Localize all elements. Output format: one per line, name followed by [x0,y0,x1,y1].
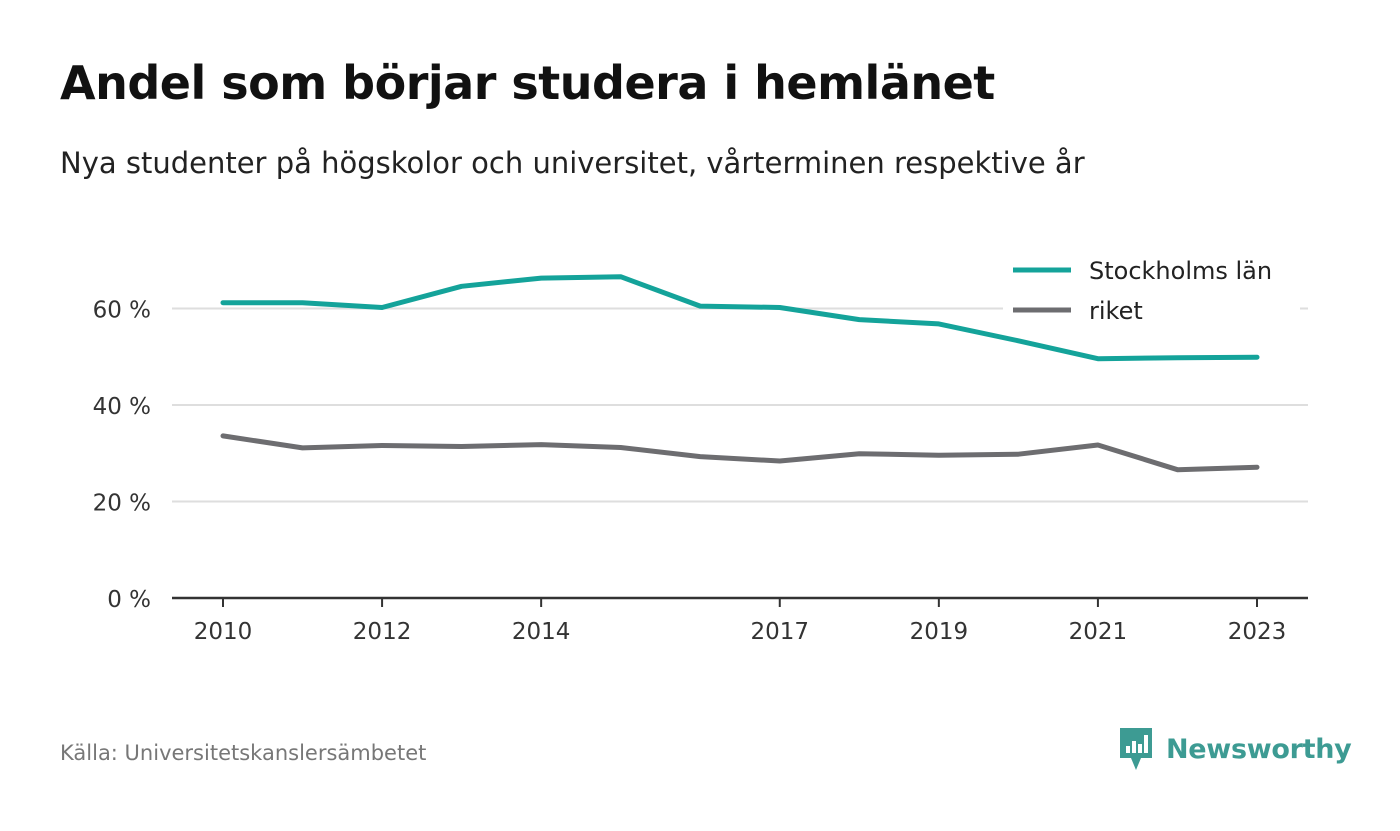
series-lines [220,274,1260,473]
x-axis: 2010 2012 2014 2017 2019 2021 2023 [172,596,1308,645]
y-tick-label: 60 % [93,298,151,324]
y-tick-label: 0 % [107,587,151,613]
chart-subtitle: Nya studenter på högskolor och universit… [60,146,1085,180]
series-line-riket [220,433,1260,473]
newsworthy-logo-icon [1120,728,1152,770]
chart-title: Andel som börjar studera i hemlänet [60,56,995,110]
legend-label: Stockholms län [1089,257,1272,285]
x-tick-label: 2014 [512,619,571,645]
x-tick-label: 2021 [1069,619,1128,645]
newsworthy-logo: Newsworthy [1118,726,1352,772]
source-note: Källa: Universitetskanslersämbetet [60,741,427,765]
gridlines [172,307,1308,503]
series-line-stockholms-lan [220,274,1260,362]
y-tick-label: 40 % [93,394,151,420]
y-axis-tick-labels: 0 % 20 % 40 % 60 % [93,298,151,614]
x-tick-label: 2010 [194,619,253,645]
y-tick-label: 20 % [93,491,151,517]
legend: Stockholms län riket [1003,250,1300,332]
brand-name: Newsworthy [1166,733,1352,765]
x-tick-label: 2012 [353,619,412,645]
x-tick-label: 2017 [750,619,809,645]
x-tick-label: 2023 [1228,619,1287,645]
legend-background [1003,250,1300,332]
x-tick-label: 2019 [910,619,969,645]
legend-label: riket [1089,297,1143,325]
